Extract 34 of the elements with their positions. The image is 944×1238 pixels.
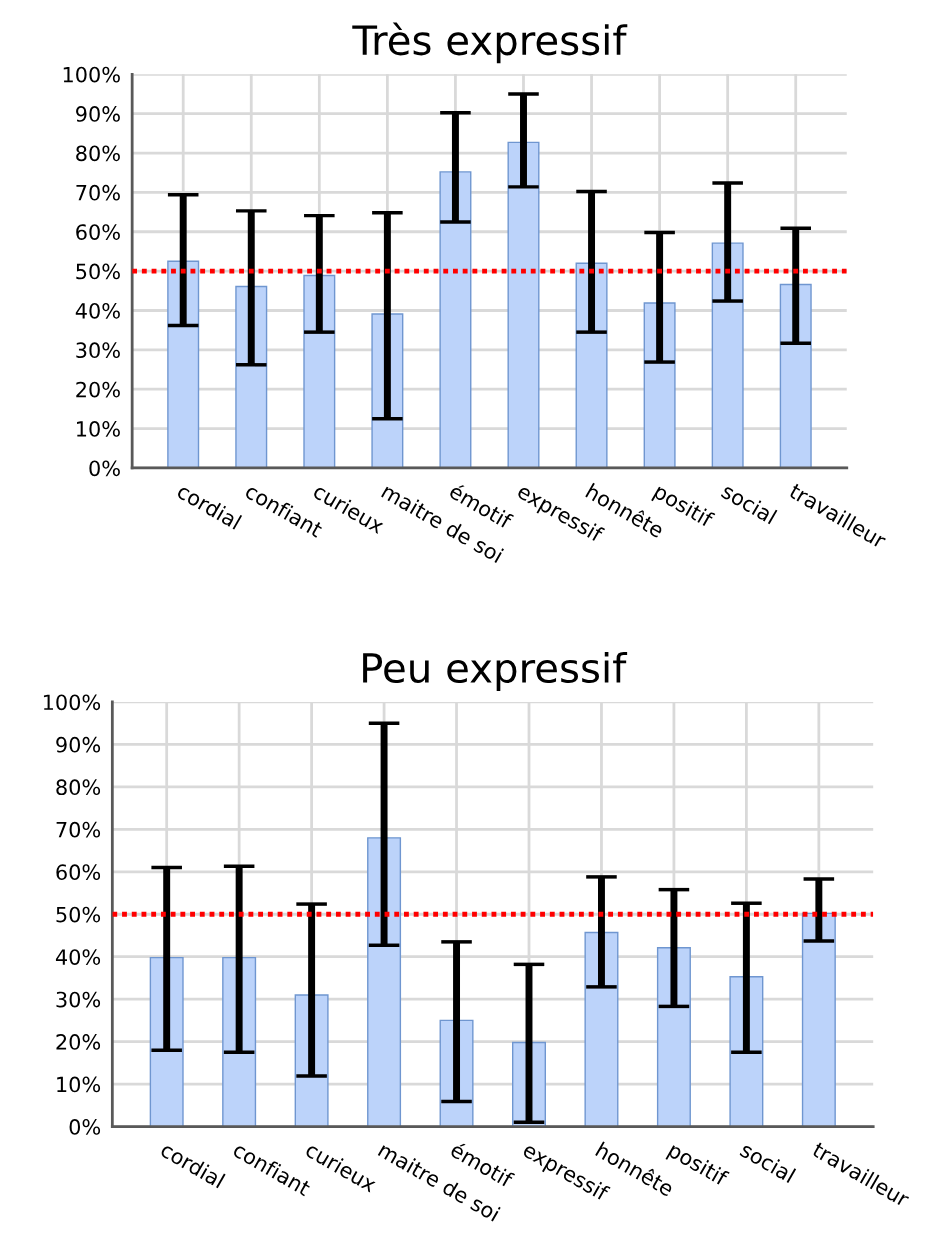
y-tick-label: 30% (76, 342, 120, 359)
y-tick-label: 100% (43, 694, 101, 711)
y-tick-label: 50% (56, 906, 101, 923)
bar (801, 912, 836, 1127)
chart-title: Très expressif (352, 22, 628, 64)
y-tick-label: 90% (56, 736, 101, 753)
y-tick-label: 40% (75, 302, 120, 319)
y-tick-label: 30% (56, 991, 101, 1008)
y-tick-label: 0% (69, 1119, 101, 1135)
y-tick-label: 40% (55, 949, 101, 965)
chart-title: Peu expressif (363, 651, 628, 691)
y-tick-label: 80% (76, 145, 120, 162)
y-tick-label: 70% (56, 821, 101, 838)
y-tick-label: 20% (56, 1034, 101, 1050)
bar (779, 283, 812, 468)
bar (507, 141, 540, 468)
y-tick-label: 100% (63, 66, 120, 83)
bar (367, 837, 402, 1127)
y-tick-label: 90% (76, 106, 120, 122)
y-tick-label: 20% (76, 381, 120, 398)
y-tick-label: 10% (77, 421, 120, 437)
bar (656, 947, 691, 1127)
y-tick-label: 80% (56, 779, 101, 796)
bar (167, 260, 200, 468)
y-tick-label: 50% (76, 263, 120, 280)
y-tick-label: 60% (56, 864, 101, 881)
y-tick-label: 60% (76, 224, 120, 240)
y-tick-label: 10% (57, 1076, 101, 1093)
y-tick-label: 0% (89, 460, 120, 477)
bar (711, 242, 744, 468)
bar (303, 274, 336, 468)
bar (439, 171, 472, 468)
y-tick-label: 70% (76, 184, 120, 201)
bar (584, 931, 619, 1127)
